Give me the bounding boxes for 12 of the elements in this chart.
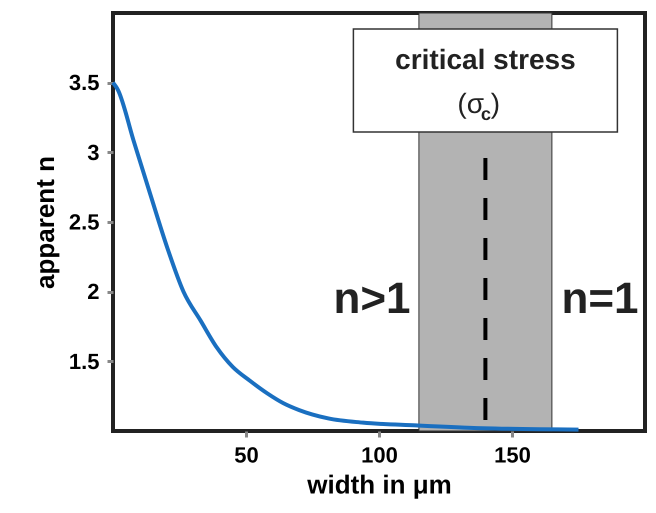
y-tick-label: 2.5	[68, 210, 100, 234]
y-tick-label: 1.5	[68, 348, 100, 374]
annotation: n=1	[561, 274, 639, 323]
x-axis-title: width in μm	[306, 470, 452, 500]
y-tick-label: 2	[87, 279, 100, 304]
x-tick-label: 150	[494, 442, 531, 468]
y-tick-label: 3.5	[68, 70, 100, 96]
y-tick-label: 3	[87, 140, 100, 165]
annotation: n>1	[333, 274, 411, 323]
y-axis-title: apparent n	[30, 156, 60, 289]
x-tick-label: 100	[361, 442, 398, 468]
x-tick-label: 50	[234, 442, 259, 468]
